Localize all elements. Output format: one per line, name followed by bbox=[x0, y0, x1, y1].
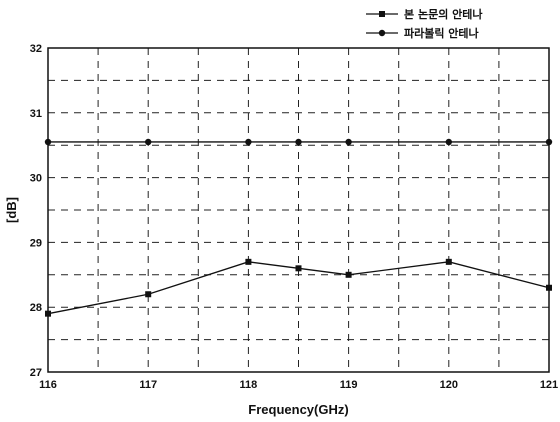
y-axis-label: [dB] bbox=[4, 197, 19, 223]
y-axis-ticks: 27 28 29 30 31 32 bbox=[30, 43, 42, 379]
series-0-point bbox=[45, 310, 51, 317]
legend-entry-0: 본 논문의 안테나 bbox=[366, 7, 483, 21]
x-tick-label: 116 bbox=[39, 379, 57, 391]
series-0-point bbox=[145, 291, 152, 298]
y-tick-label: 29 bbox=[30, 237, 42, 249]
y-tick-label: 27 bbox=[30, 367, 42, 379]
series-1-point bbox=[295, 138, 302, 146]
y-tick-label: 30 bbox=[30, 173, 42, 185]
x-tick-label: 117 bbox=[139, 379, 157, 391]
legend-label-1: 파라볼릭 안테나 bbox=[404, 26, 479, 40]
x-axis-label: Frequency(GHz) bbox=[248, 402, 348, 417]
series-1-point bbox=[345, 138, 352, 146]
x-tick-label: 118 bbox=[240, 379, 258, 391]
series-0-point bbox=[445, 258, 452, 265]
legend-marker-0 bbox=[379, 11, 385, 17]
y-tick-label: 31 bbox=[30, 108, 42, 120]
x-axis-ticks: 116 117 118 119 120 121 bbox=[39, 379, 558, 391]
x-tick-label: 119 bbox=[340, 379, 358, 391]
legend-label-0: 본 논문의 안테나 bbox=[404, 7, 483, 21]
legend-marker-1 bbox=[378, 29, 386, 37]
x-tick-label: 121 bbox=[540, 379, 558, 391]
series-1-point bbox=[145, 138, 152, 146]
series-0-point bbox=[245, 258, 252, 265]
series-1-point bbox=[545, 138, 553, 146]
series-0-point bbox=[546, 284, 552, 291]
series-0-point bbox=[295, 265, 302, 272]
grid bbox=[48, 48, 549, 372]
y-tick-label: 32 bbox=[30, 43, 42, 55]
x-tick-label: 120 bbox=[440, 379, 458, 391]
legend-entry-1: 파라볼릭 안테나 bbox=[366, 26, 479, 40]
series-1-point bbox=[245, 138, 252, 146]
y-tick-label: 28 bbox=[30, 302, 42, 314]
series-1-point bbox=[44, 138, 52, 146]
legend: 본 논문의 안테나 파라볼릭 안테나 bbox=[366, 7, 483, 40]
series bbox=[44, 138, 553, 317]
plot-area-frame bbox=[47, 47, 550, 373]
series-1-point bbox=[445, 138, 452, 146]
series-0-point bbox=[345, 271, 352, 278]
